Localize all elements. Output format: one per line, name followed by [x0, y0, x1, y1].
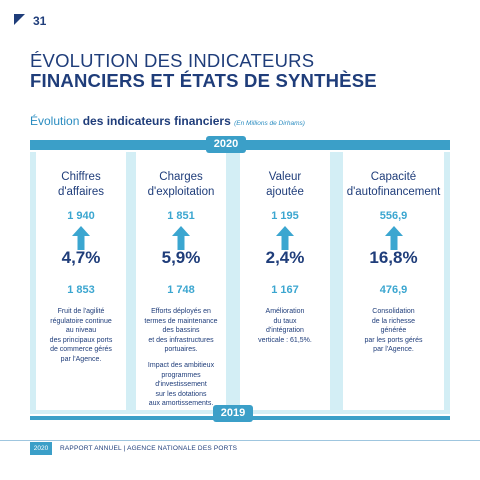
- indicator-card-charges-exploitation: Charges d'exploitation 1 851 5,9% 1 748 …: [136, 152, 226, 410]
- indicator-title-line1: Chiffres: [61, 171, 101, 183]
- corner-triangle-icon: [14, 14, 25, 25]
- indicator-description-secondary: Impact des ambitieux programmes d'invest…: [147, 362, 215, 407]
- up-arrow-icon: [72, 226, 90, 250]
- subtitle-bold: des indicateurs financiers: [82, 114, 231, 128]
- value-2020: 1 940: [67, 210, 95, 222]
- indicator-title-line2: d'autofinancement: [346, 186, 441, 198]
- indicator-card-capacite-autofinancement: Capacité d'autofinancement 556,9 16,8% 4…: [343, 152, 444, 410]
- up-arrow-icon: [384, 226, 403, 250]
- year-badge-2019: 2019: [213, 405, 253, 422]
- year-badge-2020: 2020: [206, 136, 246, 153]
- indicator-description: Fruit de l'agilité régulatoire continue …: [49, 308, 113, 363]
- indicator-title: Chiffres d'affaires: [36, 170, 126, 200]
- indicator-title-line1: Capacité: [370, 171, 417, 183]
- value-2019: 476,9: [379, 284, 408, 296]
- indicator-title-line1: Charges: [159, 171, 203, 183]
- page-number: 31: [33, 14, 47, 28]
- value-2020: 556,9: [379, 210, 408, 222]
- up-arrow-icon: [172, 226, 190, 250]
- footer-year-badge: 2020: [30, 442, 52, 455]
- growth-percent: 2,4%: [265, 248, 305, 267]
- page-title-line2: FINANCIERS ET ÉTATS DE SYNTHÈSE: [30, 70, 377, 91]
- footer-divider: [0, 440, 480, 441]
- indicator-description: Efforts déployés en termes de maintenanc…: [144, 308, 218, 353]
- section-subtitle: Évolution des indicateurs financiers (En…: [30, 114, 305, 128]
- footer-text: RAPPORT ANNUEL | AGENCE NATIONALE DES PO…: [60, 445, 238, 452]
- up-arrow-icon: [276, 226, 294, 250]
- growth-percent: 5,9%: [161, 248, 201, 267]
- value-2020: 1 195: [271, 210, 299, 222]
- indicator-title-line2: ajoutée: [266, 186, 304, 198]
- indicator-title-line1: Valeur: [268, 171, 302, 183]
- growth-percent: 4,7%: [61, 248, 101, 267]
- value-2019: 1 748: [167, 284, 195, 296]
- indicator-title: Charges d'exploitation: [136, 170, 226, 200]
- indicator-description: Consolidation de la richesse générée par…: [364, 308, 423, 353]
- indicator-card-chiffres-affaires: Chiffres d'affaires 1 940 4,7% 1 853 Fru…: [36, 152, 126, 410]
- subtitle-prefix: Évolution: [30, 114, 83, 128]
- indicator-title-line2: d'affaires: [57, 186, 105, 198]
- subtitle-note: (En Millions de Dirhams): [234, 120, 305, 127]
- value-2019: 1 167: [271, 284, 299, 296]
- indicator-title: Valeur ajoutée: [240, 170, 330, 200]
- indicator-description: Amélioration du taux d'intégration verti…: [258, 308, 312, 344]
- growth-percent: 16,8%: [369, 248, 418, 267]
- indicator-card-valeur-ajoutee: Valeur ajoutée 1 195 2,4% 1 167 Améliora…: [240, 152, 330, 410]
- value-2019: 1 853: [67, 284, 95, 296]
- page-title-line1: ÉVOLUTION DES INDICATEURS: [30, 50, 315, 71]
- indicator-title-line2: d'exploitation: [147, 186, 215, 198]
- value-2020: 1 851: [167, 210, 195, 222]
- indicator-title: Capacité d'autofinancement: [343, 170, 444, 200]
